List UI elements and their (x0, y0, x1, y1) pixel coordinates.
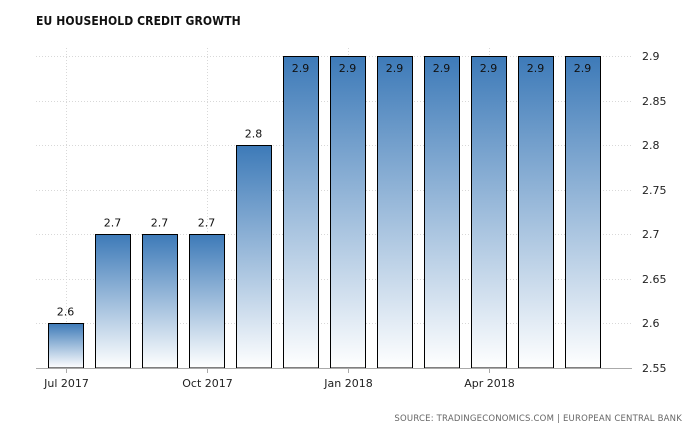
data-label: 2.7 (104, 217, 122, 230)
bar (95, 234, 131, 369)
bar (283, 56, 319, 369)
bar (518, 56, 554, 369)
bars (48, 56, 601, 369)
bar (189, 234, 225, 369)
bar (142, 234, 178, 369)
chart-title: EU HOUSEHOLD CREDIT GROWTH (36, 14, 241, 28)
y-tick-label: 2.85 (642, 95, 667, 108)
data-labels: 2.6 2.7 2.7 2.7 2.8 2.9 2.9 2.9 2.9 2.9 2.9 2.9 (57, 62, 592, 319)
data-label: 2.8 (245, 128, 263, 141)
x-tick-label: Oct 2017 (182, 377, 233, 390)
bar (377, 56, 413, 369)
x-tick-label: Jan 2018 (323, 377, 372, 390)
x-tick-label: Apr 2018 (464, 377, 515, 390)
data-label: 2.9 (527, 62, 545, 75)
y-tick-label: 2.55 (642, 362, 667, 375)
bar (424, 56, 460, 369)
y-tick-label: 2.6 (642, 317, 660, 330)
data-label: 2.9 (339, 62, 357, 75)
data-label: 2.9 (480, 62, 498, 75)
y-tick-label: 2.8 (642, 139, 660, 152)
data-label: 2.6 (57, 306, 75, 319)
data-label: 2.7 (151, 217, 169, 230)
x-tick-label: Jul 2017 (43, 377, 89, 390)
y-axis: 2.55 2.6 2.65 2.7 2.75 2.8 2.85 2.9 (642, 50, 667, 375)
data-label: 2.9 (292, 62, 310, 75)
data-label: 2.9 (433, 62, 451, 75)
chart-source: SOURCE: TRADINGECONOMICS.COM | EUROPEAN … (394, 414, 682, 424)
bar (565, 56, 601, 369)
y-tick-label: 2.9 (642, 50, 660, 63)
data-label: 2.9 (386, 62, 404, 75)
bar (471, 56, 507, 369)
bar (330, 56, 366, 369)
bar (236, 145, 272, 369)
data-label: 2.9 (574, 62, 592, 75)
y-tick-label: 2.7 (642, 228, 660, 241)
y-tick-label: 2.75 (642, 184, 667, 197)
bar (48, 323, 84, 369)
data-label: 2.7 (198, 217, 216, 230)
y-tick-label: 2.65 (642, 273, 667, 286)
x-axis: Jul 2017 Oct 2017 Jan 2018 Apr 2018 (36, 368, 632, 390)
